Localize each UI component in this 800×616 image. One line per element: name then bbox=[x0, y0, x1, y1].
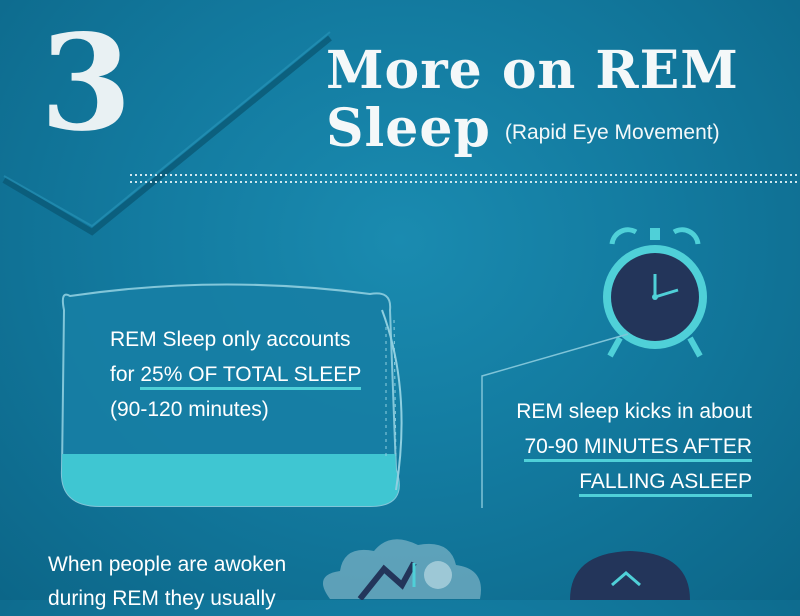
awoken-fact: When people are awoken during REM they u… bbox=[48, 548, 308, 616]
page-title: More on REM Sleep (Rapid Eye Movement) bbox=[326, 42, 786, 162]
pillow-fact-line-2: for 25% OF TOTAL SLEEP bbox=[110, 357, 410, 392]
cloud-icon bbox=[322, 539, 481, 600]
awoken-fact-line-2: during REM they usually bbox=[48, 587, 276, 610]
pillow-icon bbox=[60, 283, 403, 507]
pillow-fact-line-2-prefix: for bbox=[110, 363, 141, 386]
pillow-fact-line-3: (90-120 minutes) bbox=[110, 398, 269, 421]
kicks-fact: REM sleep kicks in about 70-90 MINUTES A… bbox=[470, 394, 752, 499]
title-line-2-text: Sleep bbox=[326, 98, 491, 159]
checkmark-icon bbox=[2, 31, 332, 236]
kicks-fact-line-2: 70-90 MINUTES AFTER bbox=[470, 429, 752, 464]
kicks-fact-line-1: REM sleep kicks in about bbox=[516, 400, 752, 423]
kicks-fact-line-3: FALLING ASLEEP bbox=[470, 464, 752, 499]
pillow-fact-highlight: 25% OF TOTAL SLEEP bbox=[140, 363, 362, 390]
title-line-2: Sleep (Rapid Eye Movement) bbox=[326, 100, 786, 162]
awoken-fact-line-1: When people are awoken bbox=[48, 553, 287, 576]
alarm-clock-icon bbox=[603, 227, 707, 358]
title-divider bbox=[130, 174, 800, 183]
clock-leader-line bbox=[481, 333, 629, 508]
subtitle: (Rapid Eye Movement) bbox=[504, 120, 720, 144]
title-line-1: More on REM bbox=[326, 40, 739, 101]
section-number: 3 bbox=[40, 6, 132, 161]
sleep-mask-icon bbox=[570, 551, 690, 600]
pillow-fact-line-1: REM Sleep only accounts bbox=[110, 328, 351, 351]
pillow-fact: REM Sleep only accounts for 25% OF TOTAL… bbox=[110, 322, 410, 427]
